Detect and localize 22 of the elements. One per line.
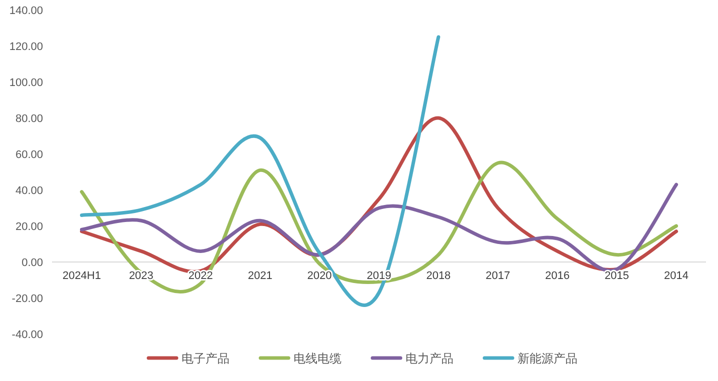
legend-label: 电子产品 [182, 352, 230, 366]
x-tick-label: 2021 [248, 270, 272, 282]
x-tick-label: 2020 [307, 270, 332, 282]
y-tick-label: 40.00 [15, 185, 43, 197]
x-tick-label: 2014 [664, 270, 689, 282]
x-tick-label: 2018 [426, 270, 451, 282]
y-tick-label: 120.00 [9, 41, 43, 53]
x-tick-label: 2016 [545, 270, 570, 282]
legend-label: 电力产品 [406, 352, 454, 366]
y-tick-label: -40.00 [12, 329, 43, 341]
legend-label: 电线电缆 [294, 352, 342, 366]
x-tick-label: 2015 [604, 270, 630, 282]
y-tick-label: 100.00 [9, 77, 43, 89]
legend-label: 新能源产品 [518, 352, 578, 366]
y-tick-label: 20.00 [15, 221, 43, 233]
x-tick-label: 2024H1 [62, 270, 101, 282]
y-tick-label: 140.00 [9, 5, 43, 17]
y-tick-label: -20.00 [12, 293, 43, 305]
y-tick-label: 0.00 [22, 257, 43, 269]
x-tick-label: 2017 [486, 270, 510, 282]
y-tick-label: 60.00 [15, 149, 43, 161]
y-tick-label: 80.00 [15, 113, 43, 125]
